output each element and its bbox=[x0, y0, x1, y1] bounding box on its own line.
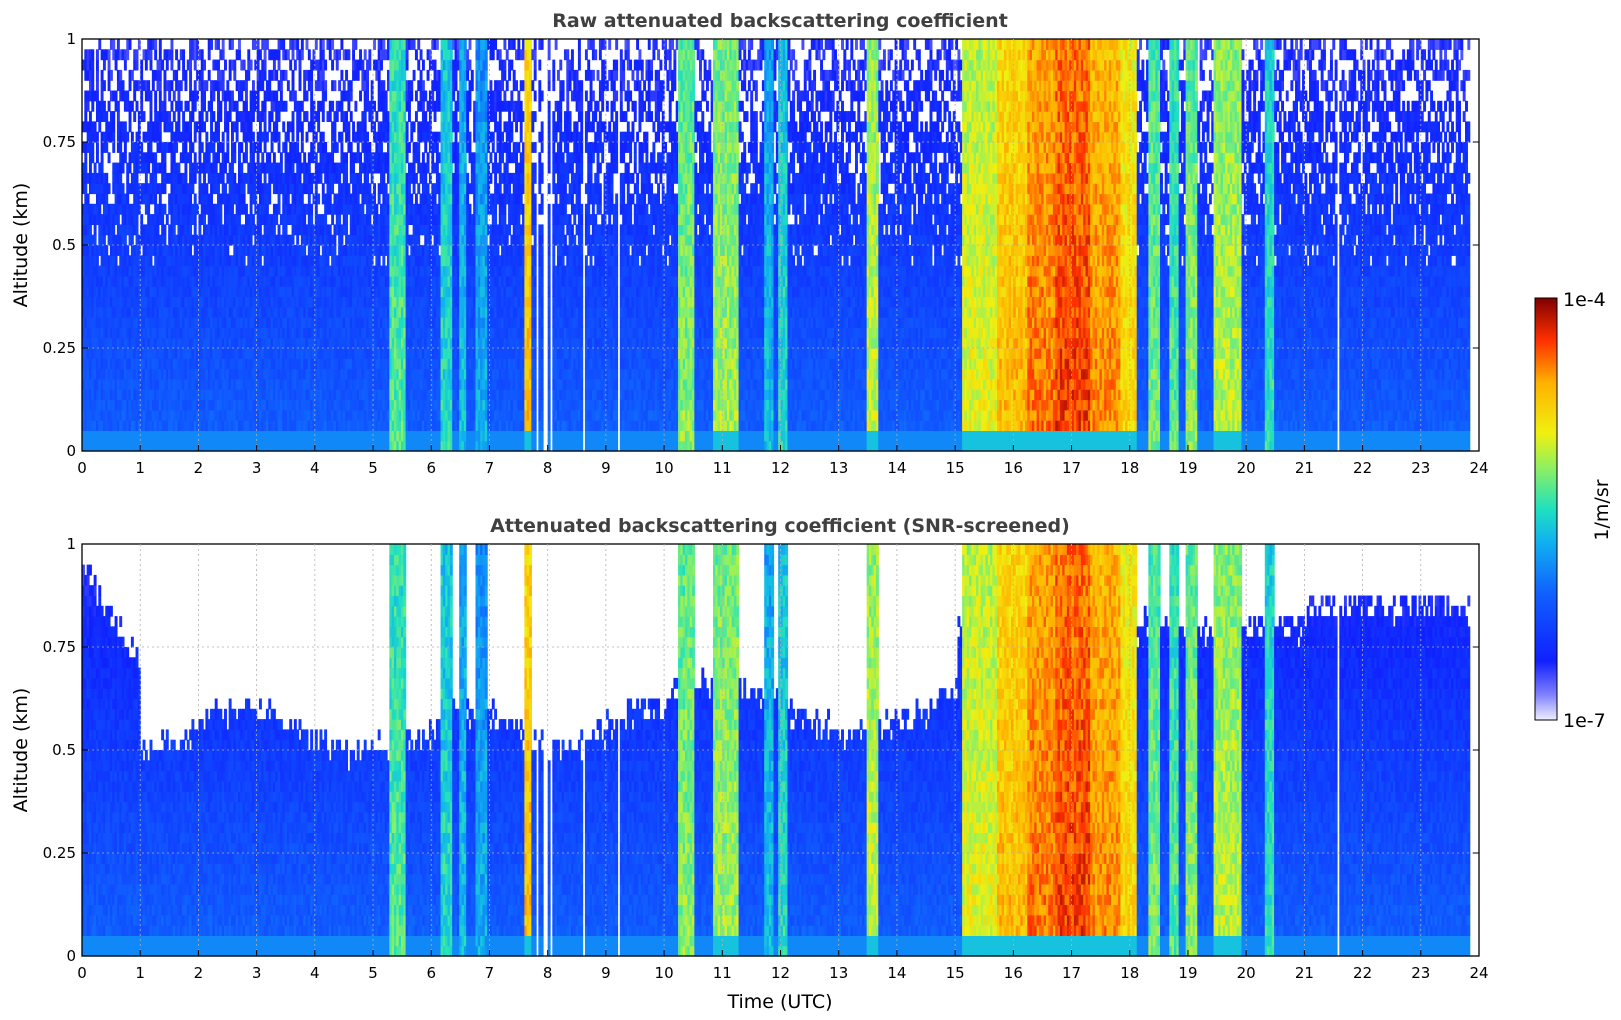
colorbar-max-label: 1e-4 bbox=[1563, 289, 1606, 311]
x-tick-label: 0 bbox=[77, 459, 87, 477]
x-tick-label: 17 bbox=[1062, 964, 1081, 982]
x-tick-label: 21 bbox=[1295, 964, 1314, 982]
x-tick-label: 1 bbox=[135, 964, 145, 982]
x-tick-label: 23 bbox=[1411, 964, 1430, 982]
x-tick-label: 13 bbox=[829, 459, 848, 477]
x-tick-label: 8 bbox=[543, 459, 553, 477]
y-tick-label: 0 bbox=[66, 947, 76, 965]
y-tick-label: 0.5 bbox=[52, 236, 76, 254]
x-tick-label: 0 bbox=[77, 964, 87, 982]
x-tick-label: 9 bbox=[601, 459, 611, 477]
x-tick-label: 18 bbox=[1120, 459, 1139, 477]
colorbar-scale bbox=[1535, 298, 1557, 720]
y-tick-label: 0.75 bbox=[43, 638, 76, 656]
y-tick-label: 0.25 bbox=[43, 339, 76, 357]
colorbar-unit-label: 1/m/sr bbox=[1591, 479, 1613, 540]
x-tick-label: 4 bbox=[310, 964, 320, 982]
x-tick-label: 9 bbox=[601, 964, 611, 982]
x-tick-label: 15 bbox=[946, 459, 965, 477]
y-axis-label: Altitude (km) bbox=[10, 183, 32, 308]
x-tick-label: 3 bbox=[252, 459, 262, 477]
x-tick-label: 15 bbox=[946, 964, 965, 982]
x-tick-label: 5 bbox=[368, 964, 378, 982]
x-tick-label: 2 bbox=[194, 459, 204, 477]
x-tick-label: 22 bbox=[1353, 964, 1372, 982]
x-tick-label: 16 bbox=[1004, 964, 1023, 982]
x-tick-label: 20 bbox=[1237, 459, 1256, 477]
x-tick-label: 20 bbox=[1237, 964, 1256, 982]
x-tick-label: 6 bbox=[426, 964, 436, 982]
y-tick-label: 0.5 bbox=[52, 741, 76, 759]
y-tick-label: 0.75 bbox=[43, 133, 76, 151]
x-tick-label: 13 bbox=[829, 964, 848, 982]
x-tick-label: 14 bbox=[887, 459, 906, 477]
x-tick-label: 21 bbox=[1295, 459, 1314, 477]
x-tick-label: 18 bbox=[1120, 964, 1139, 982]
x-tick-label: 7 bbox=[485, 964, 495, 982]
x-tick-label: 12 bbox=[771, 459, 790, 477]
panel-title: Raw attenuated backscattering coefficien… bbox=[552, 10, 1008, 32]
x-tick-label: 23 bbox=[1411, 459, 1430, 477]
x-tick-label: 10 bbox=[655, 964, 674, 982]
x-tick-label: 6 bbox=[426, 459, 436, 477]
x-tick-label: 19 bbox=[1178, 459, 1197, 477]
x-tick-label: 19 bbox=[1178, 964, 1197, 982]
colorbar: 1e-4 1e-7 1/m/sr bbox=[1535, 289, 1613, 732]
x-tick-label: 11 bbox=[713, 964, 732, 982]
x-tick-label: 7 bbox=[485, 459, 495, 477]
x-tick-label: 3 bbox=[252, 964, 262, 982]
x-tick-label: 2 bbox=[194, 964, 204, 982]
x-tick-label: 16 bbox=[1004, 459, 1023, 477]
x-tick-label: 11 bbox=[713, 459, 732, 477]
x-tick-label: 12 bbox=[771, 964, 790, 982]
x-tick-label: 24 bbox=[1469, 964, 1488, 982]
y-tick-label: 0 bbox=[66, 442, 76, 460]
x-tick-label: 8 bbox=[543, 964, 553, 982]
x-axis-label: Time (UTC) bbox=[726, 991, 832, 1013]
y-tick-label: 0.25 bbox=[43, 844, 76, 862]
x-tick-label: 14 bbox=[887, 964, 906, 982]
x-tick-label: 22 bbox=[1353, 459, 1372, 477]
x-tick-label: 10 bbox=[655, 459, 674, 477]
y-axis-label: Altitude (km) bbox=[10, 688, 32, 813]
x-tick-label: 4 bbox=[310, 459, 320, 477]
x-tick-label: 5 bbox=[368, 459, 378, 477]
y-tick-label: 1 bbox=[66, 535, 76, 553]
raw-backscatter-panel: Raw attenuated backscattering coefficien… bbox=[10, 10, 1489, 477]
y-tick-label: 1 bbox=[66, 30, 76, 48]
figure: Raw attenuated backscattering coefficien… bbox=[0, 0, 1621, 1020]
x-tick-label: 17 bbox=[1062, 459, 1081, 477]
panel-title: Attenuated backscattering coefficient (S… bbox=[490, 515, 1070, 537]
x-tick-label: 24 bbox=[1469, 459, 1488, 477]
snr-screened-panel: Attenuated backscattering coefficient (S… bbox=[10, 515, 1489, 1013]
colorbar-min-label: 1e-7 bbox=[1563, 710, 1606, 732]
x-tick-label: 1 bbox=[135, 459, 145, 477]
